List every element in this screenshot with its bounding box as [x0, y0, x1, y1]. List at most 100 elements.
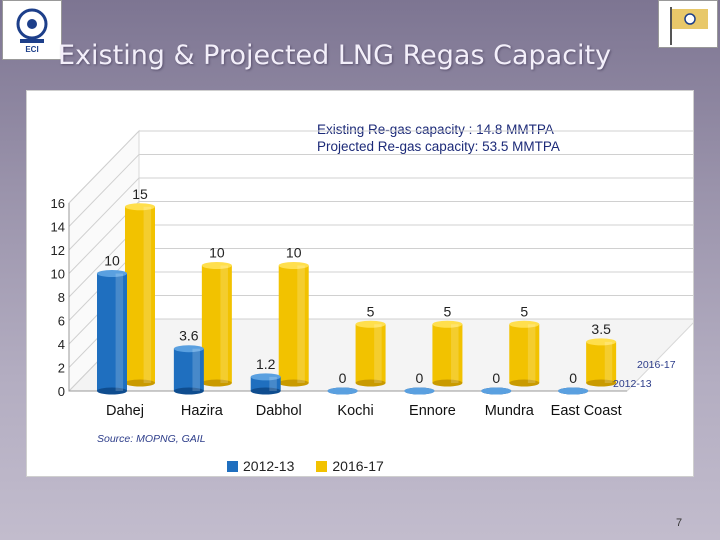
page-number: 7 — [676, 517, 683, 529]
bar-top — [509, 320, 540, 328]
bar-top — [250, 373, 281, 381]
category-label: East Coast — [551, 403, 622, 419]
existing-capacity-text: Existing Re-gas capacity : 14.8 MMTPA — [317, 122, 554, 137]
y-tick-label: 10 — [51, 267, 65, 282]
data-label: 10 — [104, 253, 120, 269]
legend-item-2012: 2012-13 — [227, 458, 294, 474]
gridline — [68, 201, 693, 274]
category-label: Kochi — [337, 403, 373, 419]
bar-highlight — [220, 265, 228, 383]
category-label: Hazira — [181, 403, 224, 419]
bar-base — [278, 379, 309, 387]
chart-panel: Existing Re-gas capacity : 14.8 MMTPA Pr… — [26, 90, 694, 477]
data-label: 1.2 — [256, 356, 276, 372]
legend-swatch-2016 — [316, 460, 328, 472]
bar-highlight — [269, 376, 277, 391]
bar — [355, 324, 386, 383]
projected-capacity-text: Projected Re-gas capacity: 53.5 MMTPA — [317, 139, 560, 154]
legend: 2012-13 2016-17 — [227, 458, 384, 474]
y-tick-label: 2 — [58, 361, 65, 376]
bar-base — [201, 379, 232, 387]
bar-top — [278, 262, 309, 269]
bar-highlight — [297, 265, 305, 383]
bar-base — [586, 379, 617, 387]
bar — [173, 348, 204, 391]
bar-chart: 0 2 4 6 8 10 12 14 16 15 10 Dahej 10 3.6 Hazira 10 1.2 Da… — [51, 129, 693, 419]
data-label: 3.6 — [179, 328, 199, 344]
bar-top — [586, 338, 617, 346]
bar-top — [404, 387, 435, 395]
gridline — [68, 248, 693, 321]
bar — [201, 265, 232, 383]
bar-top — [125, 203, 155, 211]
y-tick-label: 0 — [58, 384, 65, 399]
y-tick-label: 6 — [58, 314, 65, 329]
category-label: Dahej — [106, 403, 144, 419]
gridline — [68, 154, 693, 227]
y-tick-label: 16 — [51, 196, 65, 211]
bar-highlight — [604, 341, 613, 383]
source-note: Source: MOPNG, GAIL — [97, 433, 206, 445]
bar-highlight — [527, 324, 536, 383]
data-label: 0 — [569, 370, 577, 386]
bar-top — [201, 262, 232, 269]
legend-swatch-2012 — [227, 460, 238, 472]
depth-label: 2012-13 — [613, 378, 652, 390]
bar-highlight — [115, 273, 124, 391]
bar-base — [355, 379, 386, 387]
bar — [278, 265, 309, 383]
bar-top — [173, 345, 204, 353]
bar-top — [432, 320, 463, 328]
bar — [432, 324, 463, 383]
depth-label: 2016-17 — [637, 359, 676, 371]
data-label: 5 — [444, 303, 452, 319]
legend-label-2016: 2016-17 — [332, 458, 384, 474]
data-label: 10 — [286, 245, 302, 261]
gridline — [68, 177, 693, 251]
y-tick-label: 14 — [51, 220, 65, 235]
y-tick-label: 8 — [58, 290, 65, 305]
y-tick-label: 12 — [51, 243, 65, 258]
bar — [125, 206, 155, 383]
category-label: Ennore — [409, 403, 456, 419]
gridline — [68, 224, 693, 298]
bar-highlight — [374, 324, 382, 383]
bar-highlight — [451, 324, 459, 383]
data-label: 3.5 — [591, 321, 611, 337]
bar — [509, 324, 540, 383]
legend-label-2012: 2012-13 — [243, 458, 295, 474]
bar-highlight — [143, 206, 152, 383]
bar-highlight — [192, 348, 200, 391]
data-label: 5 — [520, 303, 528, 319]
bar-base — [432, 379, 463, 387]
data-label: 0 — [416, 370, 424, 386]
capacity-summary: Existing Re-gas capacity : 14.8 MMTPA Pr… — [317, 121, 560, 155]
organization-logo: ECI — [2, 0, 62, 60]
bar — [97, 273, 127, 391]
data-label: 0 — [339, 370, 347, 386]
logo-caption: ECI — [25, 45, 39, 54]
bar-base — [125, 379, 155, 387]
bar-top — [558, 387, 589, 395]
bar-top — [355, 320, 386, 328]
gridline — [68, 130, 693, 204]
bar-top — [481, 387, 512, 395]
bar-base — [509, 379, 540, 387]
bar-base — [97, 387, 127, 395]
flag-icon — [670, 7, 708, 45]
bar — [250, 376, 281, 391]
bar-top — [97, 270, 127, 277]
y-tick-label: 4 — [58, 337, 65, 352]
slide-title: Existing & Projected LNG Regas Capacity — [58, 40, 612, 71]
category-label: Mundra — [485, 403, 535, 419]
data-label: 5 — [367, 303, 375, 319]
bar — [586, 341, 617, 383]
emblem-icon — [16, 8, 48, 43]
data-label: 15 — [132, 186, 148, 202]
flag-logo — [658, 0, 718, 48]
data-label: 10 — [209, 245, 225, 261]
data-label: 0 — [492, 370, 500, 386]
bar-top — [327, 387, 358, 395]
legend-item-2016: 2016-17 — [316, 458, 384, 474]
category-label: Dabhol — [256, 403, 302, 419]
